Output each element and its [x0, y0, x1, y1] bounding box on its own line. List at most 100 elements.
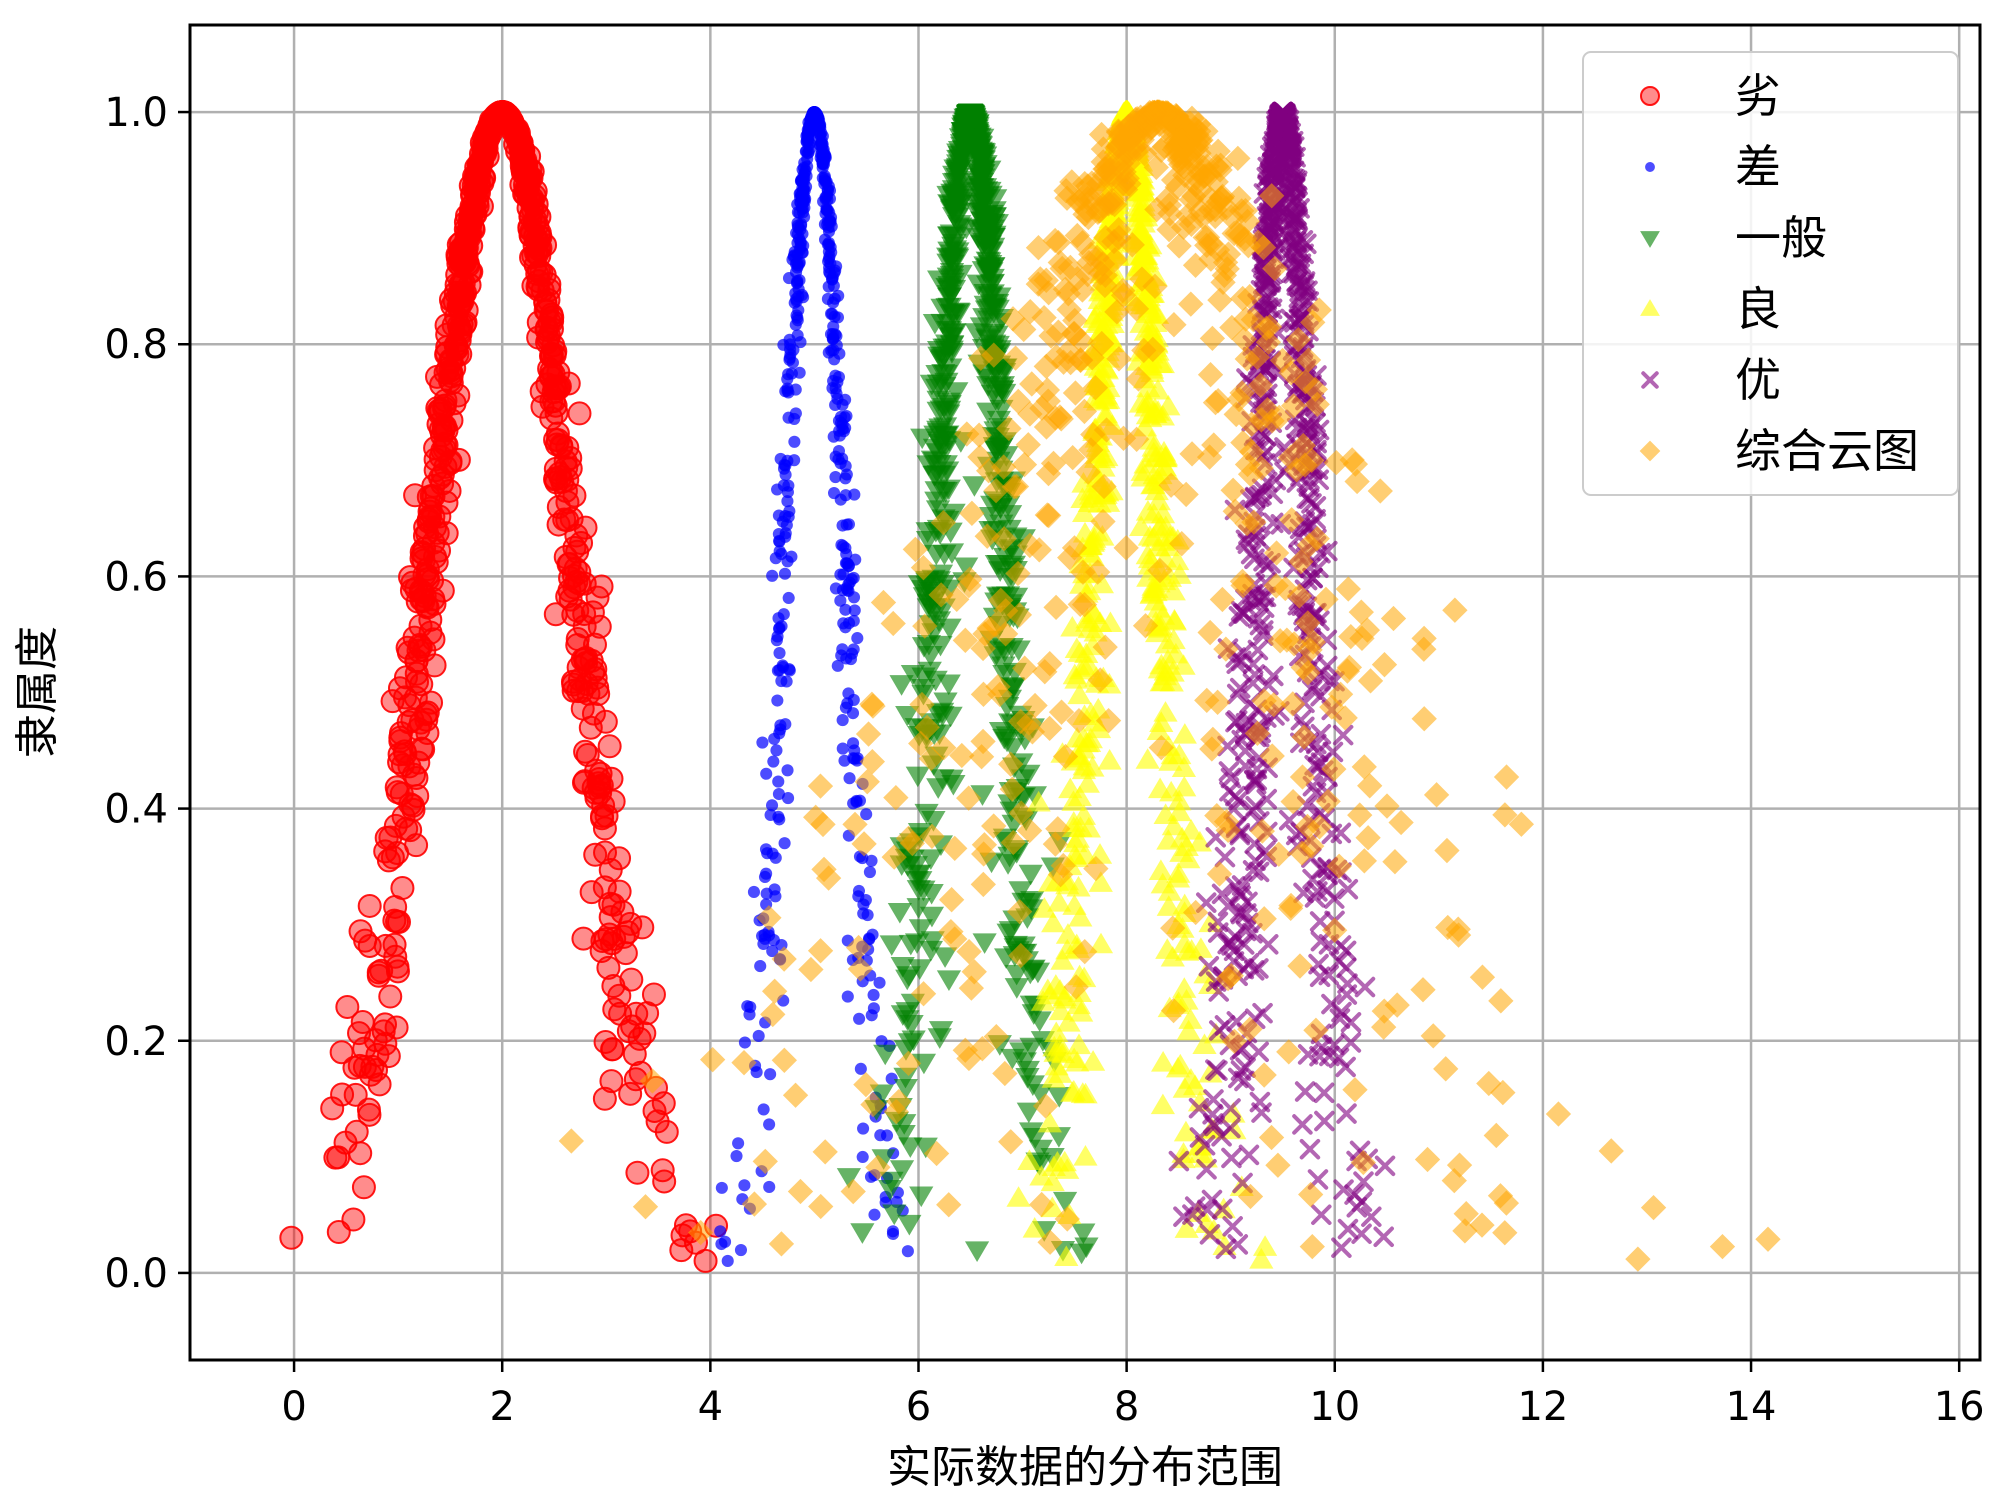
data-point	[1361, 1206, 1382, 1228]
data-point	[1374, 1155, 1396, 1177]
data-point	[1313, 586, 1339, 613]
data-point	[1196, 444, 1223, 470]
data-point	[1083, 855, 1109, 882]
y-tick-label: 0.4	[104, 787, 168, 833]
data-point	[721, 1254, 734, 1267]
data-point	[761, 978, 788, 1004]
data-point	[404, 649, 429, 674]
data-point	[1167, 563, 1192, 584]
data-point	[842, 811, 868, 837]
data-point	[1132, 613, 1159, 639]
data-point	[832, 289, 845, 302]
data-point	[839, 393, 852, 406]
data-point	[1025, 235, 1052, 261]
data-point	[578, 715, 603, 740]
data-point	[1161, 579, 1186, 601]
data-point	[350, 1010, 375, 1035]
data-point	[1052, 743, 1079, 770]
data-point	[1054, 1245, 1079, 1267]
data-point	[1090, 136, 1117, 162]
data-point	[622, 1042, 647, 1067]
data-point	[1276, 1039, 1302, 1065]
data-point	[1493, 1190, 1520, 1216]
data-point	[897, 1214, 922, 1236]
y-tick-label: 0.8	[104, 322, 168, 368]
data-point	[779, 468, 792, 481]
data-point	[1201, 432, 1227, 458]
data-point	[1267, 147, 1288, 168]
data-point	[1166, 233, 1192, 259]
data-point	[1048, 1062, 1073, 1083]
data-point	[832, 444, 846, 458]
data-point	[1177, 110, 1203, 136]
data-point	[1238, 1144, 1260, 1166]
data-point	[1082, 375, 1109, 401]
data-point	[1071, 1223, 1096, 1245]
data-point	[558, 445, 583, 470]
data-point	[779, 459, 792, 472]
data-point	[607, 879, 632, 904]
data-point	[967, 162, 992, 184]
data-point	[405, 783, 430, 808]
data-point	[1302, 567, 1323, 589]
data-point	[1189, 204, 1216, 230]
data-point	[1069, 573, 1094, 594]
data-point	[907, 959, 932, 980]
data-point	[618, 911, 643, 936]
data-point	[1178, 187, 1205, 213]
data-point	[1149, 670, 1174, 692]
data-point	[1042, 405, 1068, 431]
data-point	[1068, 905, 1093, 927]
data-point	[798, 956, 824, 983]
data-point	[1411, 636, 1437, 662]
data-point	[841, 990, 854, 1003]
data-point	[788, 435, 801, 448]
data-point	[911, 1053, 937, 1075]
data-point	[1214, 1015, 1236, 1036]
data-point	[1197, 619, 1223, 646]
data-point	[1248, 861, 1270, 883]
data-point	[1156, 192, 1182, 218]
data-point	[1026, 537, 1052, 563]
data-point	[853, 794, 866, 807]
data-point	[821, 292, 834, 306]
data-point	[539, 406, 564, 431]
data-point	[1492, 802, 1518, 828]
data-point	[1262, 210, 1283, 232]
data-point	[1204, 237, 1231, 263]
data-point	[1256, 275, 1277, 296]
data-point	[1092, 272, 1118, 299]
data-points	[279, 99, 1781, 1273]
data-point	[919, 823, 945, 850]
data-point	[910, 981, 937, 1007]
data-point	[932, 947, 958, 968]
legend-marker	[1641, 371, 1659, 389]
data-point	[909, 1186, 934, 1208]
data-point	[764, 1068, 777, 1081]
data-point	[984, 554, 1010, 576]
data-point	[1314, 1110, 1335, 1132]
y-tick-label: 0.2	[104, 1019, 168, 1065]
series-2	[836, 103, 1099, 1265]
data-point	[998, 1129, 1024, 1155]
legend-marker	[1645, 162, 1655, 172]
data-point	[1295, 347, 1322, 373]
x-tick-label: 16	[1934, 1384, 1985, 1430]
data-point	[900, 849, 925, 871]
data-point	[1338, 623, 1364, 650]
data-point	[1290, 253, 1312, 274]
data-point	[947, 146, 972, 167]
data-point	[901, 1245, 914, 1258]
data-point	[796, 175, 809, 188]
data-point	[434, 490, 459, 515]
data-point	[829, 470, 842, 484]
data-point	[1289, 764, 1316, 790]
data-point	[1221, 935, 1242, 956]
data-point	[1332, 705, 1358, 731]
data-point	[935, 298, 960, 319]
data-point	[1355, 825, 1381, 851]
data-point	[1171, 756, 1197, 778]
data-point	[1037, 871, 1063, 892]
data-point	[879, 935, 904, 956]
data-point	[1434, 837, 1460, 864]
